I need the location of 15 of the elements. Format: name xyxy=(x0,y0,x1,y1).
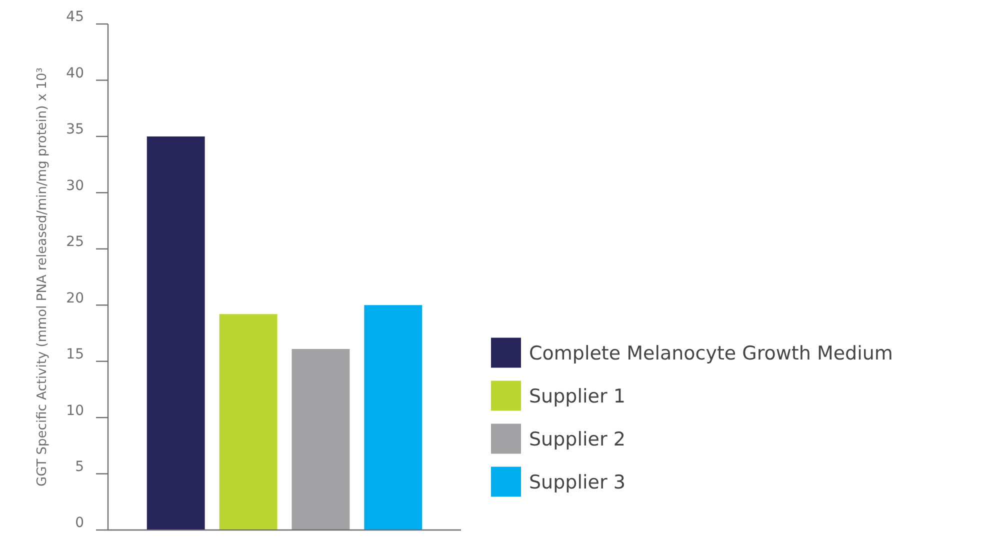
y-tick-label: 40 xyxy=(66,65,84,82)
y-tick-label: 15 xyxy=(66,346,84,363)
legend-label: Complete Melanocyte Growth Medium xyxy=(529,342,893,364)
y-tick-label: 0 xyxy=(75,515,84,532)
legend-label: Supplier 1 xyxy=(529,385,626,408)
y-tick-label: 30 xyxy=(66,178,84,194)
y-tick-label: 25 xyxy=(66,234,84,250)
legend-label: Supplier 2 xyxy=(529,428,626,450)
y-tick-label: 45 xyxy=(66,9,84,26)
y-axis-title: GGT Specific Activity (mmol PNA released/min/mg protein) x 10³ xyxy=(35,68,50,486)
legend-label: Supplier 3 xyxy=(529,471,626,494)
y-tick-label: 5 xyxy=(75,458,84,475)
y-tick-label: 10 xyxy=(66,402,84,419)
y-tick-label: 20 xyxy=(66,290,84,306)
y-tick-label: 35 xyxy=(66,122,84,138)
